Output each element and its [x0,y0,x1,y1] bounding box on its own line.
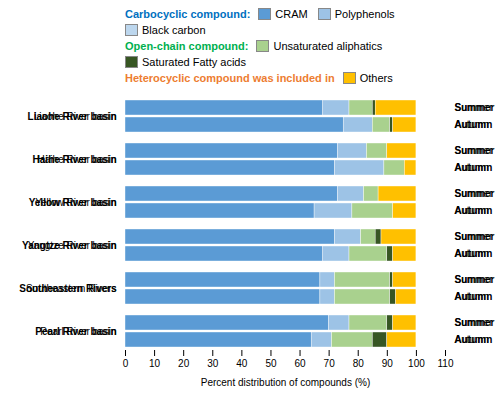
svg-text:Autumn: Autumn [455,119,493,130]
svg-text:Southeastern Rivers: Southeastern Rivers [19,283,117,294]
svg-text:Summer: Summer [455,317,495,328]
svg-text:Autumn: Autumn [455,205,493,216]
svg-text:Summer: Summer [455,102,495,113]
html-text:Black carbon: Black carbon [142,24,206,36]
svg-text:0: 0 [123,358,129,369]
svg-text:Liaohe River basin: Liaohe River basin [28,111,117,122]
svg-text:Autumn: Autumn [455,162,493,173]
html-text:Saturated Fatty acids: Saturated Fatty acids [142,56,246,68]
html-text:Unsaturated aliphatics: Unsaturated aliphatics [273,40,383,52]
svg-text:60: 60 [294,358,306,369]
svg-text:Autumn: Autumn [455,291,493,302]
svg-text:10: 10 [149,358,161,369]
html-text:Open-chain compound:: Open-chain compound: [125,40,249,52]
svg-text:50: 50 [265,358,277,369]
svg-text:Haihe River basin: Haihe River basin [33,154,117,165]
svg-text:Yangtze River basin: Yangtze River basin [22,240,116,251]
svg-text:Summer: Summer [455,274,495,285]
svg-text:40: 40 [236,358,248,369]
html-text:Polyphenols: Polyphenols [334,8,395,20]
svg-text:100: 100 [408,358,425,369]
svg-text:80: 80 [353,358,365,369]
svg-text:110: 110 [438,358,454,369]
svg-text:Yellow River basin: Yellow River basin [29,197,117,208]
svg-text:Percent distribution of compou: Percent distribution of compounds (%) [201,377,371,388]
svg-text:Pearl River basin: Pearl River basin [35,326,116,337]
svg-text:20: 20 [178,358,190,369]
html-text:Others: Others [359,72,393,84]
svg-text:70: 70 [324,358,336,369]
html-text:Carbocyclic compound:: Carbocyclic compound: [125,8,251,20]
svg-text:Summer: Summer [455,145,495,156]
svg-text:30: 30 [207,358,219,369]
svg-text:Summer: Summer [455,231,495,242]
svg-text:Autumn: Autumn [455,248,493,259]
svg-text:Autumn: Autumn [455,334,493,345]
svg-text:Summer: Summer [455,188,495,199]
html-text:CRAM: CRAM [275,8,308,20]
html-text:Heterocyclic compound was incl: Heterocyclic compound was included in [125,72,335,84]
svg-text:90: 90 [382,358,394,369]
